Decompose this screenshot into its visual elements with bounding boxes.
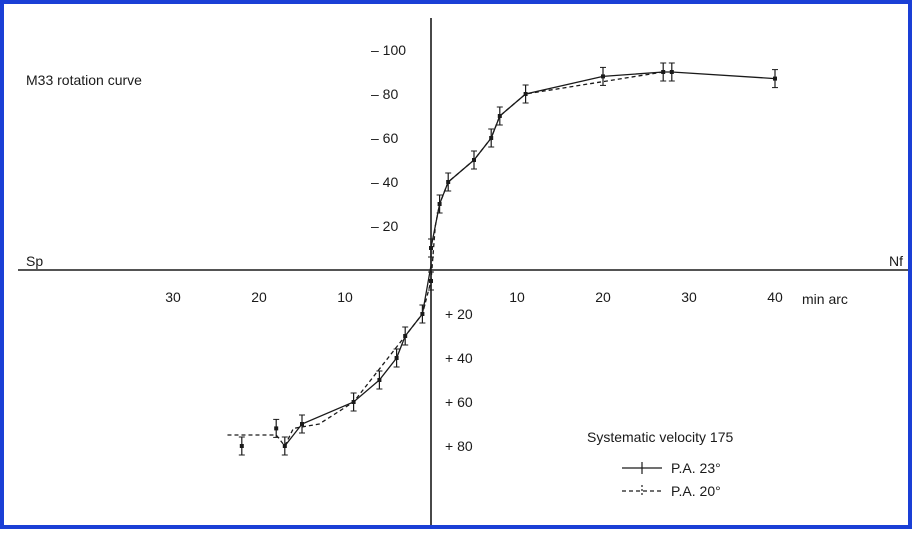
x-tick-label: 30 <box>165 289 181 305</box>
y-tick-label: + 40 <box>445 350 473 366</box>
x-tick-label: 30 <box>681 289 697 305</box>
y-tick-label: – 60 <box>371 130 398 146</box>
series-line-pa23 <box>284 71 776 447</box>
rotation-curve-chart: 30 20 10 10 20 30 40 – 100 – 80 – 60 – 40 – 20 + 20 +… <box>18 18 908 525</box>
data-point <box>523 92 528 96</box>
data-point <box>377 378 382 382</box>
y-tick-label: + 80 <box>445 438 473 454</box>
data-point <box>661 70 666 74</box>
x-tick-label: 10 <box>337 289 353 305</box>
data-point <box>239 444 244 448</box>
x-tick-label: 20 <box>251 289 267 305</box>
y-tick-label: – 40 <box>371 174 398 190</box>
data-point <box>429 279 433 283</box>
data-point <box>773 76 777 81</box>
error-bars <box>238 62 778 456</box>
legend-item-pa23: P.A. 23° <box>622 460 721 476</box>
ticks: 30 20 10 10 20 30 40 – 100 – 80 – 60 – 40 – 20 + 20 +… <box>165 42 783 454</box>
y-tick-label: – 80 <box>371 86 398 102</box>
data-point <box>497 114 502 118</box>
data-point <box>429 246 433 250</box>
data-point <box>420 312 425 316</box>
data-point <box>300 422 304 426</box>
annotation-systematic-velocity: Systematic velocity 175 <box>587 429 733 445</box>
data-point <box>601 74 605 79</box>
x-tick-label: 20 <box>595 289 611 305</box>
x-tick-label: 40 <box>767 289 783 305</box>
legend-label-pa23: P.A. 23° <box>671 460 721 476</box>
y-tick-label: – 20 <box>371 218 398 234</box>
data-point <box>394 356 399 360</box>
data-point <box>669 70 674 74</box>
x-unit-label: min arc <box>802 291 848 307</box>
chart-title: M33 rotation curve <box>26 72 142 88</box>
data-point <box>472 158 476 162</box>
y-tick-label: – 100 <box>371 42 406 58</box>
x-tick-label: 10 <box>509 289 525 305</box>
legend: P.A. 23° P.A. 20° <box>622 460 721 499</box>
legend-item-pa20: P.A. 20° <box>622 483 721 499</box>
data-point <box>489 136 494 140</box>
data-point <box>446 180 451 184</box>
left-axis-end-label: Sp <box>26 253 43 269</box>
legend-label-pa20: P.A. 20° <box>671 483 721 499</box>
y-tick-label: + 60 <box>445 394 473 410</box>
data-point <box>282 444 287 448</box>
data-point <box>351 400 356 404</box>
y-tick-label: + 20 <box>445 306 473 322</box>
data-point <box>274 426 279 431</box>
right-axis-end-label: Nf <box>889 253 903 269</box>
data-point <box>403 334 408 338</box>
series <box>224 71 776 448</box>
data-point <box>437 202 442 206</box>
series-line-pa20 <box>224 71 664 448</box>
